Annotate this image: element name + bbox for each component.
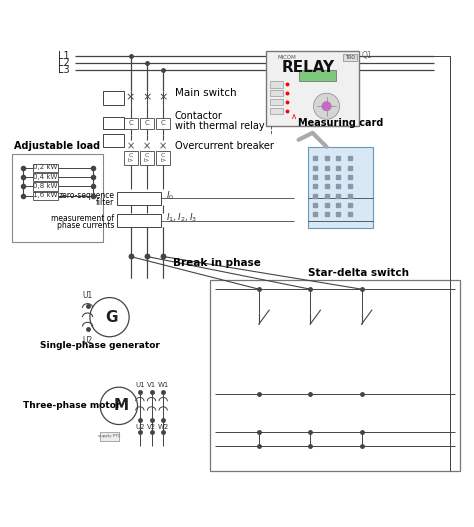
Bar [156, 118, 170, 129]
Text: RELAY: RELAY [281, 60, 335, 74]
Text: $I_1, I_2, I_3$: $I_1, I_2, I_3$ [165, 212, 197, 225]
Text: C: C [128, 153, 133, 158]
Text: Contactor: Contactor [175, 112, 223, 122]
Bar [270, 90, 283, 96]
Text: zero-sequence: zero-sequence [58, 191, 114, 200]
Text: measurement of: measurement of [51, 214, 114, 223]
Text: ∧: ∧ [291, 112, 297, 121]
Text: C: C [161, 121, 165, 126]
Bar [140, 151, 154, 164]
Text: C: C [128, 121, 133, 126]
Bar [140, 118, 154, 129]
Bar [299, 70, 336, 82]
Bar [308, 147, 373, 229]
Text: L1: L1 [58, 51, 70, 61]
Bar [156, 151, 170, 164]
Text: I>: I> [160, 159, 166, 163]
Circle shape [322, 102, 331, 111]
Text: V2: V2 [147, 424, 156, 430]
Bar [117, 192, 161, 204]
Text: L3: L3 [58, 65, 70, 75]
Text: U1: U1 [135, 382, 145, 388]
Text: W2: W2 [157, 424, 169, 430]
Bar [117, 214, 161, 227]
Text: ×: × [158, 93, 168, 103]
Bar [266, 51, 359, 126]
Text: Adjustable load: Adjustable load [14, 141, 100, 151]
Text: with thermal relay: with thermal relay [175, 121, 264, 131]
Text: U2: U2 [135, 424, 145, 430]
Text: 1,6 kW: 1,6 kW [33, 192, 58, 198]
Text: I>: I> [128, 159, 134, 163]
Text: ×: × [126, 93, 135, 103]
Text: U2: U2 [82, 336, 93, 345]
Text: ×: × [159, 141, 167, 151]
Text: L2: L2 [58, 58, 70, 68]
Text: C: C [161, 153, 165, 158]
Text: filter: filter [96, 198, 114, 207]
Text: I>: I> [144, 159, 150, 163]
Text: U1: U1 [82, 291, 93, 300]
Text: M: M [114, 398, 129, 413]
Bar [210, 280, 460, 471]
Text: 0,4 kW: 0,4 kW [33, 174, 57, 180]
Bar [102, 134, 124, 147]
Text: Q1: Q1 [362, 51, 372, 60]
Bar [100, 432, 119, 441]
Text: $I_0$: $I_0$ [165, 190, 174, 202]
Text: Measuring card: Measuring card [298, 118, 383, 128]
Bar [33, 192, 58, 200]
Text: Overcurrent breaker: Overcurrent breaker [175, 141, 274, 151]
Text: Single-phase generator: Single-phase generator [40, 341, 160, 350]
Text: C: C [145, 121, 149, 126]
Text: Three-phase motor: Three-phase motor [23, 402, 120, 411]
Circle shape [90, 298, 129, 337]
Text: 0,8 kW: 0,8 kW [33, 183, 58, 189]
Text: Main switch: Main switch [175, 88, 237, 98]
Bar [124, 118, 137, 129]
Text: supply PTC: supply PTC [98, 434, 121, 438]
Bar [270, 81, 283, 87]
Bar [102, 91, 124, 105]
Text: TRO: TRO [345, 55, 355, 60]
Bar [33, 163, 58, 172]
Text: V1: V1 [147, 382, 156, 388]
Text: phase currents: phase currents [57, 221, 114, 230]
Text: W1: W1 [157, 382, 169, 388]
Bar [102, 118, 124, 129]
Bar [124, 151, 137, 164]
Circle shape [313, 93, 339, 119]
Bar [33, 182, 58, 191]
Bar [11, 154, 102, 242]
Bar [270, 99, 283, 105]
Text: Star-delta switch: Star-delta switch [308, 268, 409, 278]
Circle shape [100, 387, 137, 425]
Bar [343, 54, 357, 62]
Text: G: G [106, 310, 118, 325]
Text: Break in phase: Break in phase [173, 259, 260, 268]
Bar [33, 173, 58, 181]
Bar [270, 108, 283, 114]
Text: ×: × [142, 93, 152, 103]
Text: C: C [145, 153, 149, 158]
Text: ×: × [143, 141, 151, 151]
Text: 0,2 kW: 0,2 kW [33, 164, 57, 170]
Text: ×: × [127, 141, 135, 151]
Text: MiCOM: MiCOM [278, 55, 296, 60]
